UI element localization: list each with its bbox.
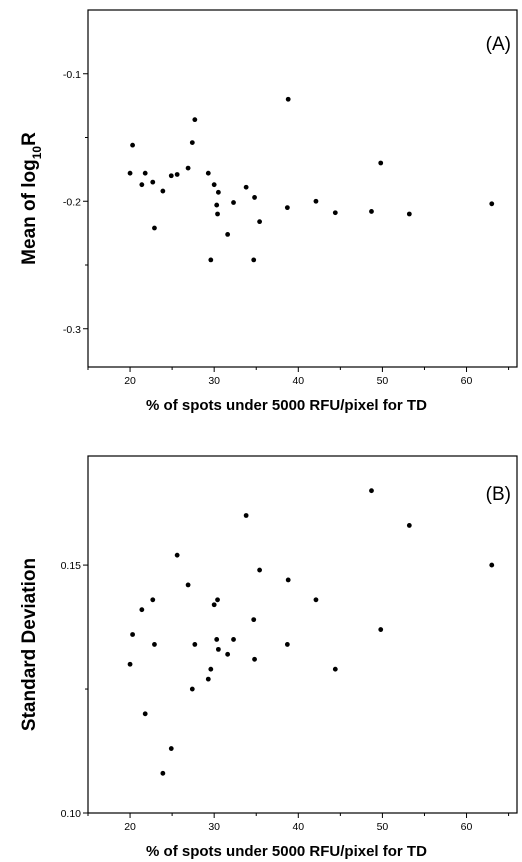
data-point-b	[189, 686, 195, 692]
data-point-b	[332, 666, 338, 672]
data-point-a	[332, 210, 338, 216]
data-point-a	[185, 165, 191, 171]
data-point-b	[150, 597, 156, 603]
data-point-b	[208, 666, 214, 672]
x-tick-label-b: 40	[292, 821, 304, 833]
data-point-a	[150, 179, 156, 185]
data-point-b	[127, 661, 133, 667]
data-point-b	[378, 627, 384, 632]
data-point-a	[142, 170, 148, 176]
data-point-b	[313, 597, 319, 603]
y-tick-label-b: 0.15	[61, 560, 82, 572]
x-tick-label-b: 60	[461, 821, 473, 833]
y-tick-label-a: -0.3	[63, 324, 81, 336]
x-tick-label-a: 20	[124, 375, 136, 387]
data-point-a	[284, 205, 290, 211]
data-point-b	[215, 646, 221, 652]
data-point-a	[211, 182, 217, 188]
data-point-b	[152, 642, 157, 647]
axis-ticks-a: 20 30 40 50 60 -0.3 -0.2 -0.1	[63, 69, 510, 387]
data-point-a	[251, 257, 257, 263]
data-point-a	[231, 200, 236, 205]
data-point-b	[168, 746, 174, 751]
data-point-b	[205, 676, 211, 682]
data-point-a	[208, 257, 214, 263]
data-point-a	[214, 202, 220, 208]
x-tick-label-a: 60	[461, 375, 473, 387]
data-point-b	[285, 577, 291, 583]
y-axis-label-b: Standard Deviation	[19, 558, 40, 731]
data-point-a	[189, 140, 195, 146]
x-axis-label-b: % of spots under 5000 RFU/pixel for TD	[146, 843, 427, 860]
x-tick-label-a: 40	[292, 375, 304, 387]
data-point-b	[252, 656, 257, 662]
data-point-a	[257, 219, 262, 225]
data-point-b	[284, 642, 290, 647]
y-axis-label-a: Mean of log10R	[19, 132, 44, 265]
plot-frame-b	[87, 455, 518, 814]
data-point-a	[152, 225, 157, 231]
data-point-b	[369, 488, 374, 494]
y-axis-label-a-tail: R	[19, 132, 40, 146]
data-point-b	[130, 632, 135, 637]
data-point-a	[205, 170, 211, 176]
data-point-a	[225, 232, 231, 237]
data-point-a	[252, 195, 257, 200]
data-point-a	[160, 188, 166, 194]
data-point-b	[215, 597, 220, 603]
data-point-b	[243, 513, 249, 518]
data-point-b	[214, 637, 220, 642]
data-point-a	[215, 189, 221, 195]
data-point-a	[168, 173, 174, 179]
x-tick-label-b: 20	[124, 821, 136, 833]
data-point-b	[489, 562, 495, 568]
data-point-a	[243, 184, 249, 190]
y-tick-label-a: -0.2	[63, 196, 81, 208]
data-point-a	[406, 211, 412, 217]
data-point-a	[192, 117, 198, 123]
x-tick-label-b: 30	[208, 821, 220, 833]
data-point-a	[285, 96, 291, 102]
axis-ticks-b: 20 30 40 50 60 0.10 0.15	[61, 560, 510, 833]
x-tick-label-a: 50	[377, 375, 389, 387]
data-point-b	[160, 770, 166, 776]
data-point-b	[257, 567, 262, 573]
points-b	[127, 488, 495, 776]
data-point-b	[185, 582, 191, 588]
x-axis-label-a: % of spots under 5000 RFU/pixel for TD	[146, 397, 427, 414]
points-a	[127, 96, 495, 263]
panel-a: 20 30 40 50 60 -0.3 -0.2 -0.1 (A) % of spots un…	[19, 9, 518, 414]
panel-b: 20 30 40 50 60 0.10 0.15 (B) % of spots under …	[19, 455, 518, 860]
data-point-a	[130, 142, 135, 148]
data-point-b	[251, 617, 257, 623]
data-point-a	[139, 182, 145, 188]
data-point-b	[139, 607, 145, 613]
data-point-a	[378, 160, 384, 166]
y-axis-label-a-main: Mean of log	[19, 159, 40, 265]
data-point-b	[192, 642, 198, 647]
data-point-b	[406, 523, 412, 528]
panel-label-b: (B)	[486, 484, 511, 505]
data-point-a	[369, 209, 374, 214]
plot-frame-a	[87, 9, 518, 368]
y-tick-label-a: -0.1	[63, 69, 81, 81]
data-point-a	[215, 211, 220, 217]
data-point-b	[231, 637, 236, 642]
data-point-a	[174, 172, 180, 177]
y-axis-label-a-sub: 10	[30, 146, 44, 160]
data-point-a	[489, 201, 495, 207]
data-point-b	[142, 711, 148, 717]
y-tick-label-b: 0.10	[61, 808, 82, 820]
data-point-b	[211, 602, 217, 608]
x-tick-label-a: 30	[208, 375, 220, 387]
x-tick-label-b: 50	[377, 821, 389, 833]
panel-label-a: (A)	[486, 34, 511, 55]
data-point-a	[313, 198, 319, 204]
data-point-a	[127, 170, 133, 176]
data-point-b	[174, 552, 180, 558]
data-point-b	[225, 651, 231, 657]
